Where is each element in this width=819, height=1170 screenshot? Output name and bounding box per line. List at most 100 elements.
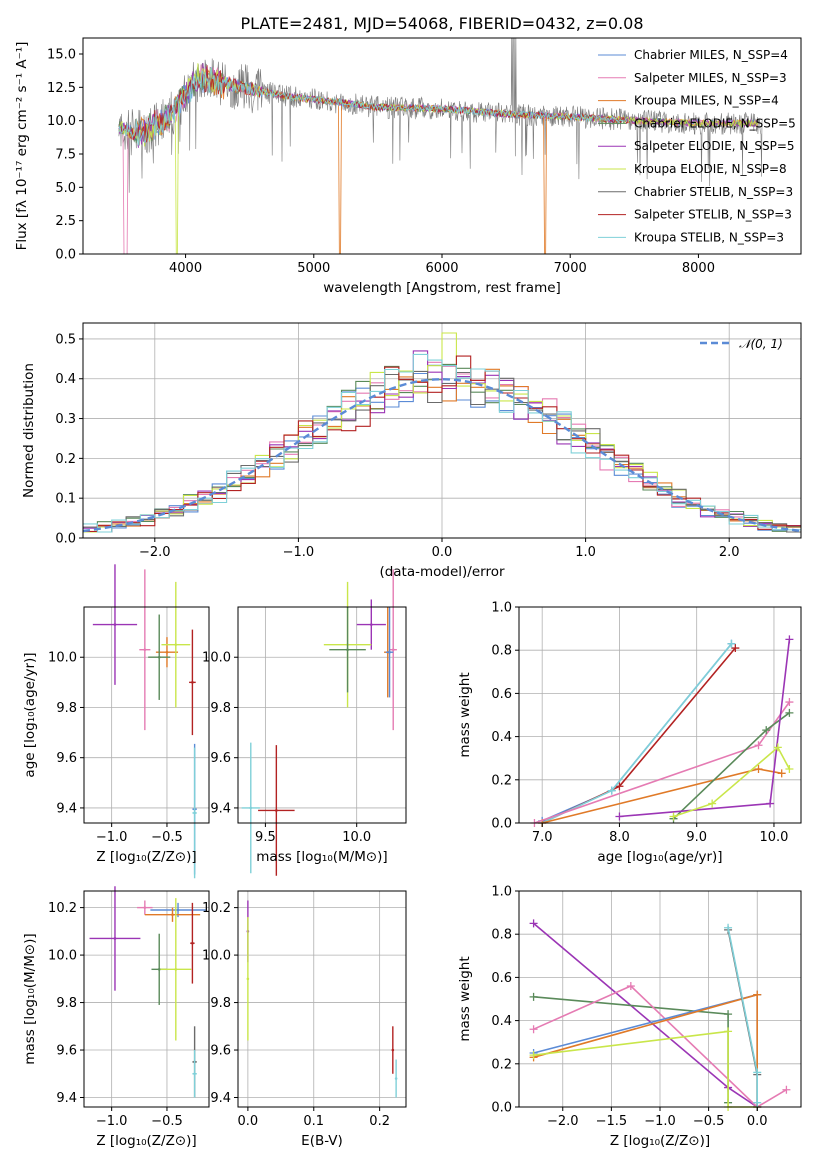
y-tick-label: 2.5 — [55, 214, 76, 229]
series-marker — [529, 1025, 538, 1034]
y-tick-label: 15.0 — [47, 48, 76, 63]
y-tick-label: 0.6 — [491, 687, 512, 702]
x-tick-label: 1.0 — [575, 545, 596, 560]
y-tick-label: 0.5 — [55, 332, 76, 347]
axes-frame: −1.0 −0.5 9.4 9.6 9.8 10.0 Z [log₁₀(Z/Z⊙)] age … — [22, 606, 210, 865]
x-tick-label: 2.0 — [719, 545, 740, 560]
y-tick-label: 0.6 — [491, 971, 512, 986]
data-point — [193, 1072, 196, 1076]
y-tick-label: 0.0 — [491, 1101, 512, 1116]
data-point — [193, 811, 196, 815]
series-marker — [607, 786, 616, 795]
y-tick-label: 9.6 — [56, 751, 77, 766]
series-marker — [785, 765, 794, 773]
x-tick-label: 9.0 — [686, 830, 707, 845]
series-marker — [615, 782, 624, 791]
y-tick-label: 9.6 — [210, 751, 231, 766]
x-axis-label: mass [log₁₀(M/M⊙)] — [256, 849, 387, 865]
x-tick-label: 0.0 — [432, 545, 453, 560]
y-tick-label: 10.2 — [48, 901, 77, 916]
legend-entry: Salpeter STELIB, N_SSP=3 — [634, 208, 792, 222]
series-marker — [727, 639, 736, 648]
series-marker — [615, 812, 624, 821]
x-tick-label: −2.0 — [547, 1114, 579, 1129]
axes-frame: −2.0 −1.5 −1.0 −0.5 0.0 0.0 0.2 0.4 0.6 0.8 1.0 Z [… — [457, 885, 802, 1149]
y-tick-label: 0.2 — [55, 452, 76, 467]
x-tick-label: 4000 — [169, 261, 202, 276]
x-tick-label: 0.0 — [238, 1114, 259, 1129]
axes-frame: −2.0 −1.0 0.0 1.0 2.0 0.0 0.1 0.2 0.3 0.4 0.5 (data… — [21, 322, 802, 580]
series-marker — [724, 923, 733, 932]
legend-entry: Chabrier ELODIE, N_SSP=5 — [634, 116, 796, 130]
y-tick-label: 10.0 — [47, 114, 76, 129]
axes-border — [83, 890, 210, 1108]
series-marker — [724, 1027, 733, 1036]
series-line — [673, 746, 791, 818]
y-tick-label: 0.2 — [491, 1057, 512, 1072]
legend-entry: 𝒩(0, 1) — [739, 337, 783, 351]
y-axis-label: mass weight — [457, 956, 473, 1041]
data-point — [246, 977, 250, 981]
plot-area — [241, 569, 397, 876]
plot-area: 𝒩(0, 1) — [82, 332, 802, 533]
panel-mass-vs-Z: −1.0 −0.5 9.4 9.6 9.8 10.0 10.2 Z [log₁₀(Z/Z⊙)]… — [22, 886, 210, 1149]
y-tick-label: 10.2 — [202, 901, 231, 916]
y-tick-label: 0.4 — [55, 372, 76, 387]
y-tick-label: 0.0 — [55, 248, 76, 263]
y-tick-label: 9.4 — [56, 801, 77, 816]
plot-area — [92, 564, 197, 879]
legend-entry: Chabrier STELIB, N_SSP=3 — [634, 185, 793, 199]
legend-entry: Kroupa STELIB, N_SSP=3 — [634, 230, 784, 244]
y-tick-label: 0.3 — [55, 412, 76, 427]
x-axis-label: age [log₁₀(age/yr)] — [597, 849, 722, 865]
x-tick-label: 0.2 — [369, 1114, 390, 1129]
axes-border — [237, 606, 407, 824]
x-tick-label: 0.0 — [747, 1114, 768, 1129]
data-point — [249, 806, 253, 810]
series-marker — [782, 1085, 791, 1094]
histogram-steps — [83, 370, 801, 533]
legend-entry: Salpeter MILES, N_SSP=3 — [634, 71, 787, 85]
data-point — [275, 809, 278, 812]
y-tick-label: 10.0 — [48, 651, 77, 666]
series-marker — [753, 1098, 762, 1107]
spectrum-series-line — [118, 65, 629, 143]
panel-age-vs-Z: −1.0 −0.5 9.4 9.6 9.8 10.0 Z [log₁₀(Z/Z⊙)] age … — [22, 564, 210, 879]
y-tick-label: 0.1 — [55, 492, 76, 507]
y-tick-label: 10.0 — [48, 949, 77, 964]
series-marker — [529, 992, 538, 1001]
axes-border — [237, 890, 407, 1108]
y-tick-label: 0.0 — [491, 817, 512, 832]
plot-area: Chabrier MILES, N_SSP=4 Salpeter MILES, N… — [118, 37, 796, 255]
x-tick-label: 7000 — [554, 261, 587, 276]
series-line — [533, 985, 787, 1108]
x-axis-label: (data-model)/error — [379, 564, 505, 580]
series-line — [533, 1030, 758, 1108]
y-tick-label: 1.0 — [491, 601, 512, 616]
data-point — [176, 908, 180, 912]
spectrum-series-line — [118, 67, 628, 146]
y-tick-label: 1.0 — [491, 885, 512, 900]
data-point — [346, 648, 349, 651]
series-marker — [785, 698, 794, 707]
y-tick-label: 0.4 — [491, 730, 512, 745]
y-axis-label: Flux [fλ 10⁻¹⁷ erg cm⁻² s⁻¹ A⁻¹] — [14, 42, 30, 251]
legend: Chabrier MILES, N_SSP=4 Salpeter MILES, N… — [598, 48, 796, 244]
panel-spectrum: Chabrier MILES, N_SSP=4 Salpeter MILES, N… — [14, 37, 802, 296]
data-point — [388, 650, 391, 654]
y-tick-label: 9.8 — [56, 996, 77, 1011]
series-line — [541, 643, 733, 822]
y-tick-label: 0.0 — [55, 532, 76, 547]
histogram-steps — [83, 355, 801, 533]
axes-frame: −1.0 −0.5 9.4 9.6 9.8 10.0 10.2 Z [log₁₀(Z/Z⊙)]… — [22, 890, 210, 1149]
series-marker — [777, 769, 786, 778]
series-marker — [529, 1051, 538, 1060]
data-point — [143, 648, 147, 651]
panel-age-vs-mass: 9.5 10.0 9.4 9.6 9.8 10.0 mass [log₁₀(M/M⊙)] — [202, 569, 407, 876]
y-tick-label: 9.8 — [56, 701, 77, 716]
x-tick-label: 8.0 — [609, 830, 630, 845]
data-point — [113, 623, 117, 626]
data-point — [391, 648, 395, 651]
data-point — [113, 937, 117, 940]
axes-frame: 7.0 8.0 9.0 10.0 0.0 0.2 0.4 0.6 0.8 1.0 age [log₁… — [457, 601, 802, 865]
